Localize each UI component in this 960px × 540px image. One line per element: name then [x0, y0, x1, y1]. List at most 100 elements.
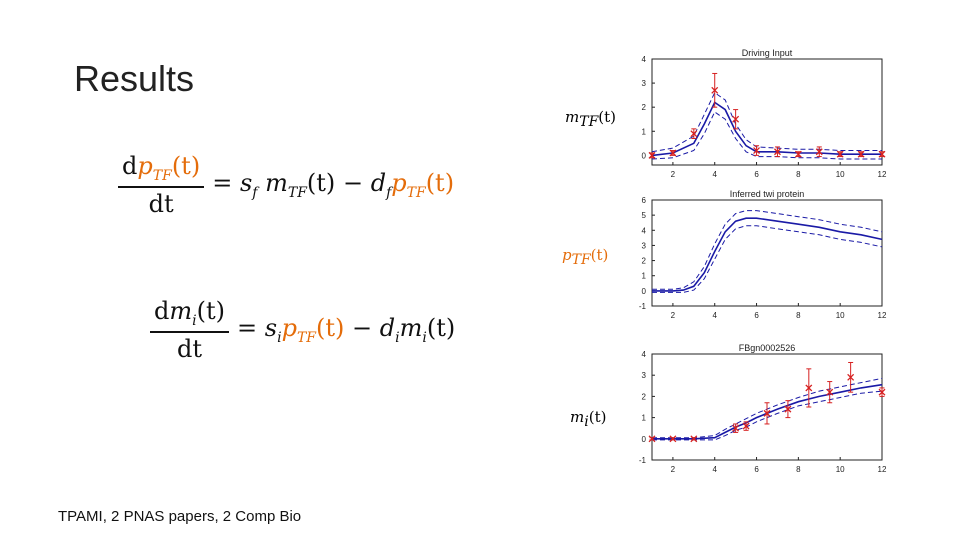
eq1-minus: − — [342, 169, 364, 197]
equation-ptf-rhs: = sf mTF(t) − dfpTF(t) — [212, 169, 454, 201]
x-tick-label: 4 — [713, 170, 718, 179]
y-tick-label: 4 — [642, 226, 647, 235]
series-mean — [651, 101, 882, 157]
equation-mi: dmi(t) dt = sipTF(t) − dimi(t) — [150, 297, 455, 363]
eq1-s-sub: f — [252, 184, 258, 201]
series-lower — [652, 390, 883, 441]
eq1-m-arg: (t) — [306, 169, 336, 197]
equation-mi-numerator: dmi(t) — [150, 297, 229, 333]
y-tick-label: 1 — [642, 127, 647, 136]
y-tick-label: 2 — [642, 392, 647, 401]
eq1-denominator: dt — [148, 189, 174, 218]
observation-point — [669, 149, 677, 157]
eq1-num-d: d — [122, 152, 138, 180]
eq1-d-sub: f — [386, 184, 392, 201]
y-tick-label: 2 — [642, 257, 647, 266]
eq2-num-sub: i — [192, 312, 197, 329]
observation-point — [794, 150, 802, 158]
y-tick-label: 3 — [642, 241, 647, 250]
x-tick-label: 8 — [796, 311, 801, 320]
chart-title: FBgn0002526 — [739, 343, 796, 353]
x-tick-label: 12 — [878, 170, 887, 179]
x-tick-label: 2 — [671, 311, 676, 320]
eq2-num-var: m — [169, 297, 193, 325]
series-lower — [651, 111, 882, 160]
observation-point — [732, 423, 740, 433]
observation-point — [732, 109, 740, 130]
y-tick-label: 1 — [642, 414, 647, 423]
label-mi: mi(t) — [570, 408, 606, 430]
observation-point — [826, 381, 834, 404]
label-mi-var: m — [570, 408, 585, 426]
observation-point — [690, 435, 698, 443]
observation-point — [847, 361, 855, 393]
x-tick-label: 4 — [713, 465, 718, 474]
series-upper — [651, 91, 882, 153]
eq2-p-sub: TF — [296, 329, 316, 346]
eq2-s: s — [264, 314, 278, 342]
observation-point — [836, 150, 844, 158]
eq2-num-d: d — [154, 297, 170, 325]
y-tick-label: 0 — [642, 287, 647, 296]
x-tick-label: 2 — [671, 170, 676, 179]
y-tick-label: 1 — [642, 272, 647, 281]
equation-ptf-numerator: dpTF(t) — [118, 152, 205, 188]
observation-point — [648, 151, 656, 159]
x-tick-label: 6 — [754, 311, 759, 320]
eq2-d-sub: i — [395, 329, 400, 346]
series-upper — [652, 377, 883, 439]
eq2-m: m — [399, 314, 423, 342]
eq1-d: d — [370, 169, 387, 197]
x-tick-label: 6 — [754, 465, 759, 474]
label-mtf-var: m — [565, 108, 580, 126]
plot-frame — [651, 58, 883, 166]
observation-point — [773, 146, 781, 158]
y-tick-label: 4 — [642, 350, 647, 359]
y-tick-label: 0 — [642, 435, 647, 444]
y-tick-label: -1 — [639, 302, 647, 311]
observation-point — [784, 400, 792, 419]
eq1-num-arg: (t) — [171, 152, 201, 180]
observation-point — [878, 387, 886, 397]
series-mean — [652, 217, 883, 292]
label-ptf-sub: TF — [571, 252, 591, 268]
series-upper — [652, 210, 883, 290]
observation-point — [878, 150, 886, 158]
x-tick-label: 12 — [878, 465, 887, 474]
x-tick-label: 10 — [836, 170, 845, 179]
series-lower — [652, 225, 883, 293]
equation-mi-fraction: dmi(t) dt — [150, 297, 229, 363]
x-tick-label: 8 — [796, 170, 801, 179]
label-ptf-arg: (t) — [590, 246, 609, 264]
x-tick-label: 2 — [671, 465, 676, 474]
eq2-m-arg: (t) — [426, 314, 456, 342]
label-ptf: pTF(t) — [562, 246, 608, 268]
equation-ptf-fraction: dpTF(t) dt — [118, 152, 205, 218]
y-tick-label: 3 — [642, 79, 647, 88]
label-mtf-arg: (t) — [598, 108, 617, 126]
eq1-num-var: p — [137, 152, 153, 180]
eq1-p: p — [391, 169, 407, 197]
x-tick-label: 12 — [878, 311, 887, 320]
eq2-s-sub: i — [277, 329, 282, 346]
observation-point — [815, 146, 823, 158]
eq2-num-arg: (t) — [196, 297, 225, 325]
plot-frame — [651, 353, 883, 461]
y-tick-label: 0 — [642, 151, 647, 160]
eq2-minus: − — [352, 314, 373, 342]
eq1-s: s — [239, 169, 253, 197]
series-mean — [652, 383, 883, 440]
footer-citation: TPAMI, 2 PNAS papers, 2 Comp Bio — [58, 508, 302, 525]
x-tick-label: 8 — [796, 465, 801, 474]
eq1-p-sub: TF — [406, 184, 426, 201]
label-mtf: mTF(t) — [565, 108, 616, 130]
label-mtf-sub: TF — [579, 114, 599, 130]
observation-point — [753, 145, 761, 156]
eq2-p: p — [281, 314, 297, 342]
eq1-num-sub: TF — [152, 167, 172, 184]
label-ptf-var: p — [562, 246, 572, 264]
chart-title: Inferred twi protein — [730, 189, 805, 199]
y-tick-label: 4 — [642, 55, 647, 64]
eq1-m: m — [265, 169, 288, 197]
equation-mi-rhs: = sipTF(t) − dimi(t) — [237, 314, 455, 346]
